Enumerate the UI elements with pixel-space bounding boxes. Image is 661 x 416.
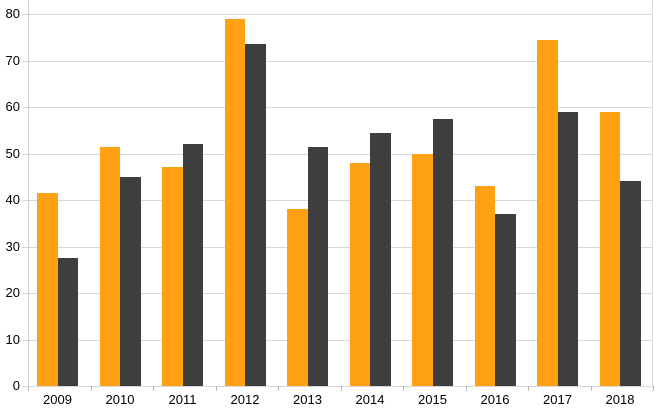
bar-2016-series-2 [495,213,516,386]
bar-2011-series-1 [162,167,183,386]
x-tick-4 [278,386,279,391]
x-axis-label-2013: 2013 [293,392,322,407]
gridline-30 [22,246,653,248]
bar-2018-series-1 [599,111,620,386]
bar-2009-series-1 [37,193,58,386]
bar-2009-series-2 [57,258,78,386]
x-axis-label-2011: 2011 [168,392,197,407]
bar-2013-series-2 [307,146,328,386]
bar-2012-series-1 [224,18,245,386]
y-axis-label-30: 30 [5,238,20,254]
bar-2015-series-1 [412,153,433,386]
bar-2010-series-2 [120,176,141,386]
gridline-20 [22,293,653,294]
x-axis-label-2016: 2016 [480,392,510,407]
x-tick-1 [90,386,92,391]
x-tick-8 [528,386,529,391]
x-tick-7 [465,386,467,391]
x-axis-label-2018: 2018 [605,392,635,407]
bar-2017-series-2 [557,111,578,386]
y-axis-label-40: 40 [5,192,20,207]
gridline-50 [22,153,653,155]
gridline-80 [22,14,653,15]
x-tick-3 [215,386,217,391]
bar-2017-series-1 [537,39,558,386]
bar-2010-series-1 [99,146,120,386]
bar-2014-series-2 [370,132,391,386]
x-tick-0 [28,386,29,391]
y-axis-label-10: 10 [5,331,20,347]
bar-2016-series-1 [474,186,495,386]
x-axis-label-2012: 2012 [230,392,260,407]
x-axis-label-2015: 2015 [418,392,447,407]
gridline-40 [22,200,653,201]
y-axis-label-70: 70 [5,52,20,68]
x-tick-10 [653,386,654,391]
y-axis-line [28,0,29,386]
bar-2018-series-2 [620,181,641,386]
x-tick-6 [403,386,404,391]
x-tick-2 [153,386,154,391]
plot-right-border [652,0,653,386]
bar-2015-series-2 [432,118,453,386]
y-axis-label-50: 50 [5,145,20,161]
gridline-70 [22,60,653,62]
gridline-60 [22,107,653,108]
gridline-0 [22,386,653,387]
y-axis-label-20: 20 [5,285,20,300]
x-axis-label-2009: 2009 [43,392,72,407]
x-axis-label-2014: 2014 [355,392,385,407]
gridline-10 [22,339,653,341]
y-axis-label-60: 60 [5,99,20,114]
y-axis-label-0: 0 [12,378,20,393]
x-tick-9 [590,386,592,391]
bar-2013-series-1 [287,209,308,386]
x-axis-label-2010: 2010 [105,392,135,407]
y-axis-label-80: 80 [5,6,20,21]
bar-2012-series-2 [245,44,266,386]
x-tick-5 [340,386,342,391]
bar-2014-series-1 [349,162,370,386]
x-axis-label-2017: 2017 [543,392,572,407]
bar-2011-series-2 [182,144,203,386]
